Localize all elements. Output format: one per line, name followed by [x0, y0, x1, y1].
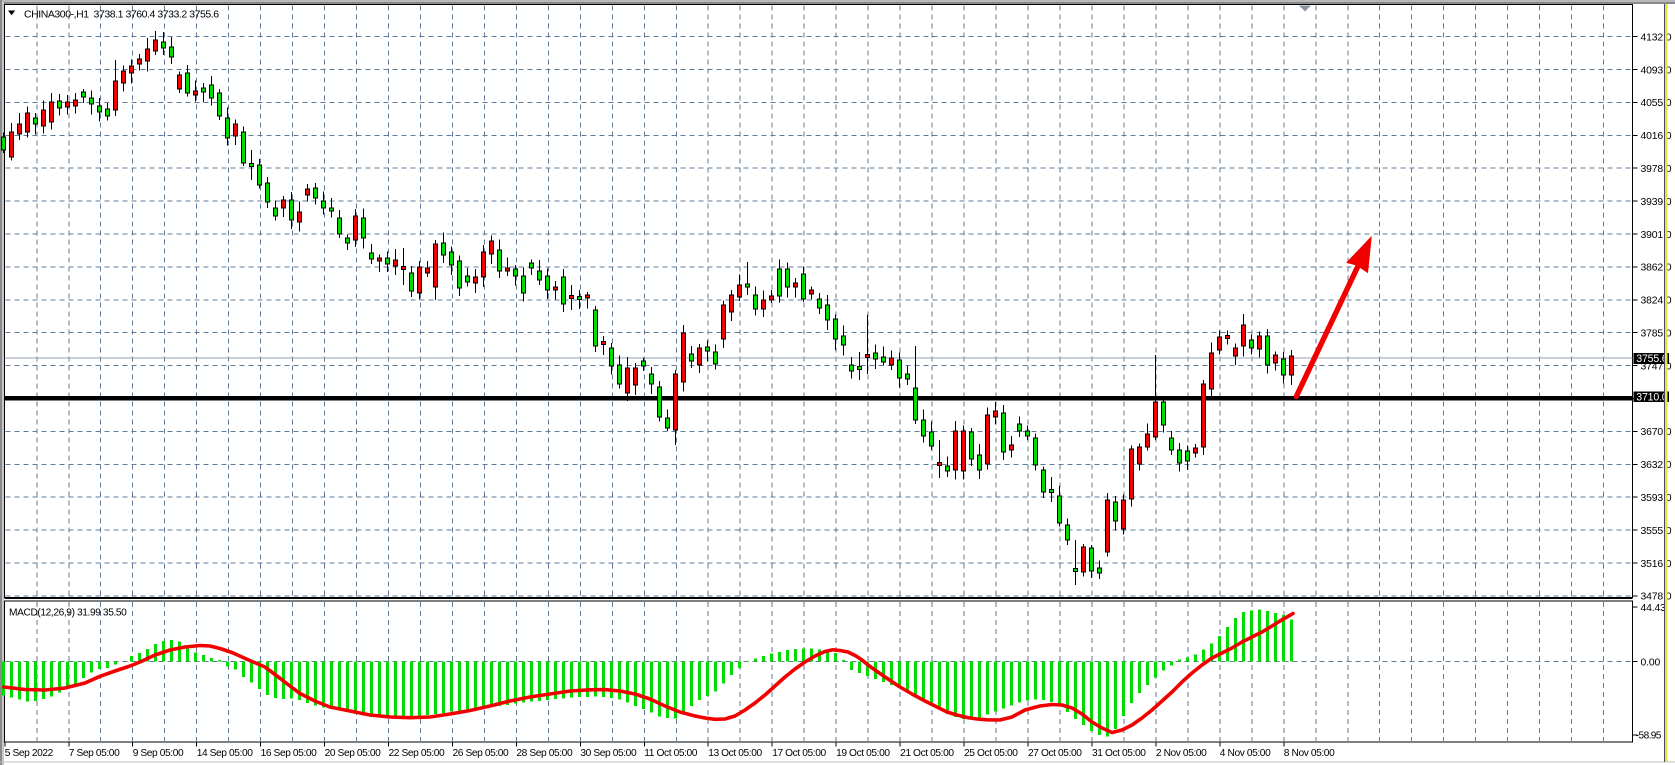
svg-text:3478.0: 3478.0 [1641, 592, 1672, 603]
svg-text:3939.0: 3939.0 [1641, 197, 1672, 208]
svg-text:3785.0: 3785.0 [1641, 329, 1672, 340]
svg-text:28 Sep 05:00: 28 Sep 05:00 [516, 748, 573, 759]
svg-text:-58.95: -58.95 [1636, 731, 1662, 742]
svg-text:3632.0: 3632.0 [1641, 460, 1672, 471]
svg-text:14 Sep 05:00: 14 Sep 05:00 [197, 748, 254, 759]
svg-text:13 Oct 05:00: 13 Oct 05:00 [708, 748, 762, 759]
svg-text:30 Sep 05:00: 30 Sep 05:00 [580, 748, 637, 759]
svg-text:11 Oct 05:00: 11 Oct 05:00 [644, 748, 698, 759]
svg-text:9 Sep 05:00: 9 Sep 05:00 [133, 748, 184, 759]
svg-text:26 Sep 05:00: 26 Sep 05:00 [453, 748, 510, 759]
svg-text:4093.0: 4093.0 [1641, 65, 1672, 76]
svg-text:3555.0: 3555.0 [1641, 526, 1672, 537]
svg-text:19 Oct 05:00: 19 Oct 05:00 [836, 748, 890, 759]
svg-text:20 Sep 05:00: 20 Sep 05:00 [325, 748, 382, 759]
svg-text:3978.0: 3978.0 [1641, 164, 1672, 175]
svg-text:21 Oct 05:00: 21 Oct 05:00 [900, 748, 954, 759]
svg-text:3862.0: 3862.0 [1641, 263, 1672, 274]
svg-text:4055.0: 4055.0 [1641, 98, 1672, 109]
svg-text:3670.0: 3670.0 [1641, 427, 1672, 438]
svg-text:5 Sep 2022: 5 Sep 2022 [5, 748, 54, 759]
svg-text:3755.6: 3755.6 [1636, 353, 1668, 365]
svg-text:2 Nov 05:00: 2 Nov 05:00 [1156, 748, 1207, 759]
svg-text:3710.0: 3710.0 [1636, 392, 1668, 404]
svg-text:31 Oct 05:00: 31 Oct 05:00 [1092, 748, 1146, 759]
svg-text:8 Nov 05:00: 8 Nov 05:00 [1284, 748, 1335, 759]
svg-text:25 Oct 05:00: 25 Oct 05:00 [964, 748, 1018, 759]
svg-text:4016.0: 4016.0 [1641, 131, 1672, 142]
svg-text:3593.0: 3593.0 [1641, 493, 1672, 504]
svg-text:3901.0: 3901.0 [1641, 230, 1672, 241]
svg-text:7 Sep 05:00: 7 Sep 05:00 [69, 748, 120, 759]
svg-text:16 Sep 05:00: 16 Sep 05:00 [261, 748, 318, 759]
svg-text:27 Oct 05:00: 27 Oct 05:00 [1028, 748, 1082, 759]
svg-text:22 Sep 05:00: 22 Sep 05:00 [389, 748, 446, 759]
svg-text:3747.0: 3747.0 [1641, 361, 1672, 372]
svg-text:3824.0: 3824.0 [1641, 296, 1672, 307]
svg-text:CHINA300-,H1 3738.1 3760.4 37: CHINA300-,H1 3738.1 3760.4 3733.2 3755.6 [24, 9, 219, 21]
svg-text:17 Oct 05:00: 17 Oct 05:00 [772, 748, 826, 759]
svg-text:4132.0: 4132.0 [1641, 32, 1672, 43]
svg-text:0.00: 0.00 [1641, 658, 1661, 669]
svg-text:4 Nov 05:00: 4 Nov 05:00 [1220, 748, 1271, 759]
svg-text:3516.0: 3516.0 [1641, 559, 1672, 570]
svg-text:MACD(12,26,9) 31.99 35.50: MACD(12,26,9) 31.99 35.50 [9, 608, 127, 619]
svg-text:44.43: 44.43 [1641, 603, 1667, 614]
